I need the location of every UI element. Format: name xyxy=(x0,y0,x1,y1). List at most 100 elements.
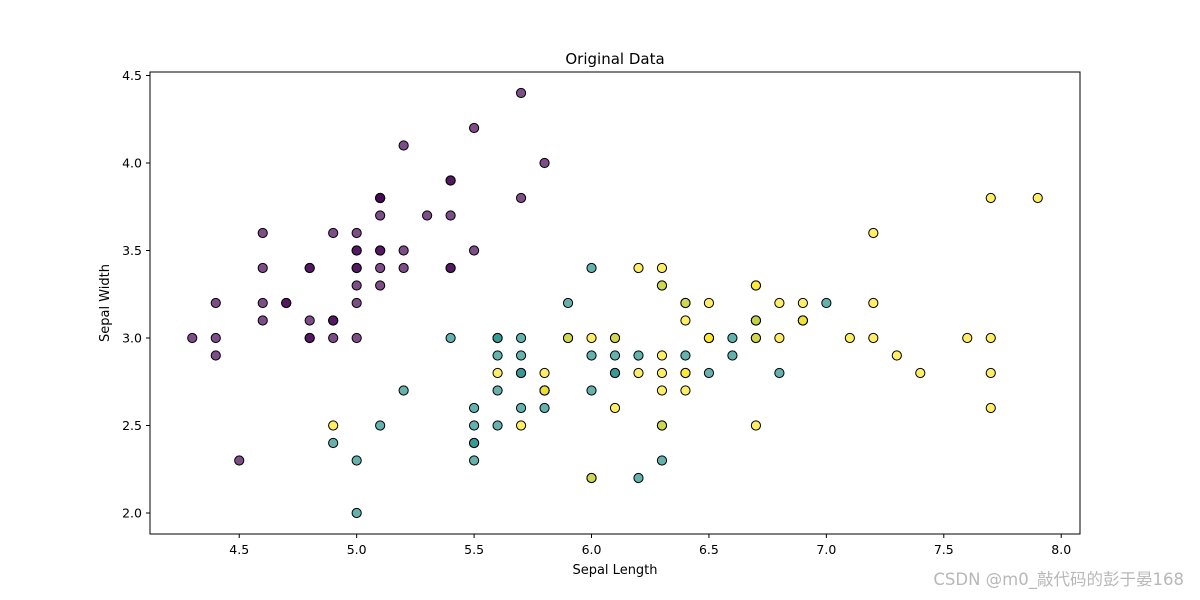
data-point-class-2 xyxy=(750,420,762,431)
data-point-class-1 xyxy=(656,455,668,466)
data-point-class-2 xyxy=(492,367,503,379)
data-point-class-2 xyxy=(703,332,715,344)
data-point-class-1 xyxy=(492,420,503,431)
data-point-class-1 xyxy=(727,332,738,344)
x-tick-label: 6.5 xyxy=(699,542,719,557)
data-point-class-2 xyxy=(703,297,715,309)
data-point-class-0 xyxy=(351,332,362,344)
data-point-class-0 xyxy=(422,210,433,221)
chart-title: Original Data xyxy=(565,50,664,68)
data-point-class-2 xyxy=(750,280,762,291)
data-point-class-0 xyxy=(234,455,245,466)
data-point-class-2 xyxy=(539,385,550,396)
data-point-class-2 xyxy=(656,350,668,361)
x-tick-label: 5.0 xyxy=(347,542,367,557)
data-point-class-1 xyxy=(328,437,339,449)
data-point-class-1 xyxy=(774,367,785,379)
data-point-class-0 xyxy=(328,315,339,326)
data-point-class-1 xyxy=(492,332,503,344)
data-point-class-2 xyxy=(609,332,621,344)
data-point-class-0 xyxy=(257,315,268,326)
data-point-class-0 xyxy=(398,140,409,151)
data-point-class-2 xyxy=(609,402,621,414)
data-point-class-1 xyxy=(562,297,574,309)
data-point-class-2 xyxy=(774,332,785,344)
data-point-class-0 xyxy=(210,297,221,309)
data-point-class-1 xyxy=(468,455,480,466)
data-point-class-2 xyxy=(539,367,550,379)
data-point-class-1 xyxy=(703,367,715,379)
data-point-class-1 xyxy=(727,350,738,361)
data-point-class-0 xyxy=(375,192,386,204)
data-point-class-0 xyxy=(445,210,456,221)
x-axis-label: Sepal Length xyxy=(572,563,657,578)
y-tick-label: 4.5 xyxy=(122,68,142,83)
y-tick-label: 3.5 xyxy=(122,243,142,258)
data-point-class-0 xyxy=(257,262,268,274)
data-point-class-0 xyxy=(398,245,409,256)
data-point-class-2 xyxy=(750,315,762,326)
data-point-class-1 xyxy=(633,350,644,361)
data-point-class-2 xyxy=(586,472,597,484)
data-point-class-0 xyxy=(351,297,362,309)
x-tick-label: 6.0 xyxy=(582,542,602,557)
data-point-class-1 xyxy=(492,385,503,396)
data-point-class-0 xyxy=(515,87,527,99)
data-point-class-0 xyxy=(351,227,362,239)
data-point-class-2 xyxy=(656,385,668,396)
data-point-class-1 xyxy=(586,385,597,396)
data-point-class-2 xyxy=(985,332,996,344)
y-tick-label: 2.0 xyxy=(122,506,142,521)
data-point-class-0 xyxy=(468,245,480,256)
data-point-class-0 xyxy=(187,332,198,344)
data-point-class-0 xyxy=(375,280,386,291)
data-point-class-0 xyxy=(328,227,339,239)
data-point-class-1 xyxy=(515,402,527,414)
data-point-class-1 xyxy=(468,420,480,431)
data-point-class-1 xyxy=(468,437,480,449)
data-point-class-2 xyxy=(656,280,668,291)
x-tick-label: 4.5 xyxy=(229,542,249,557)
y-tick-label: 4.0 xyxy=(122,156,142,171)
data-point-class-2 xyxy=(868,332,879,344)
data-point-class-0 xyxy=(304,262,315,274)
data-point-class-2 xyxy=(1032,192,1043,204)
data-point-class-1 xyxy=(492,350,503,361)
data-point-class-2 xyxy=(656,367,668,379)
y-axis-ticks: 2.0 2.5 3.0 3.5 4.0 4.5 xyxy=(122,68,150,521)
data-points xyxy=(187,87,1043,519)
data-point-class-1 xyxy=(539,402,550,414)
data-point-class-1 xyxy=(586,350,597,361)
data-point-class-2 xyxy=(915,367,926,379)
x-tick-label: 8.0 xyxy=(1051,542,1071,557)
data-point-class-1 xyxy=(351,507,362,519)
data-point-class-1 xyxy=(515,367,527,379)
data-point-class-2 xyxy=(891,350,902,361)
data-point-class-1 xyxy=(398,385,409,396)
data-point-class-1 xyxy=(609,367,621,379)
data-point-class-1 xyxy=(633,472,644,484)
data-point-class-0 xyxy=(210,350,221,361)
data-point-class-2 xyxy=(868,227,879,239)
x-tick-label: 7.5 xyxy=(934,542,954,557)
data-point-class-0 xyxy=(351,262,362,274)
data-point-class-2 xyxy=(844,332,855,344)
data-point-class-0 xyxy=(445,175,456,186)
data-point-class-2 xyxy=(985,192,996,204)
data-point-class-2 xyxy=(562,332,574,344)
data-point-class-1 xyxy=(445,332,456,344)
data-point-class-0 xyxy=(375,210,386,221)
data-point-class-2 xyxy=(586,332,597,344)
data-point-class-0 xyxy=(468,122,480,134)
data-point-class-0 xyxy=(257,297,268,309)
data-point-class-1 xyxy=(375,420,386,431)
data-point-class-2 xyxy=(985,367,996,379)
data-point-class-1 xyxy=(609,350,621,361)
data-point-class-0 xyxy=(281,297,292,309)
data-point-class-2 xyxy=(633,367,644,379)
data-point-class-0 xyxy=(375,245,386,256)
data-point-class-0 xyxy=(328,332,339,344)
data-point-class-0 xyxy=(398,262,409,274)
data-point-class-0 xyxy=(351,280,362,291)
